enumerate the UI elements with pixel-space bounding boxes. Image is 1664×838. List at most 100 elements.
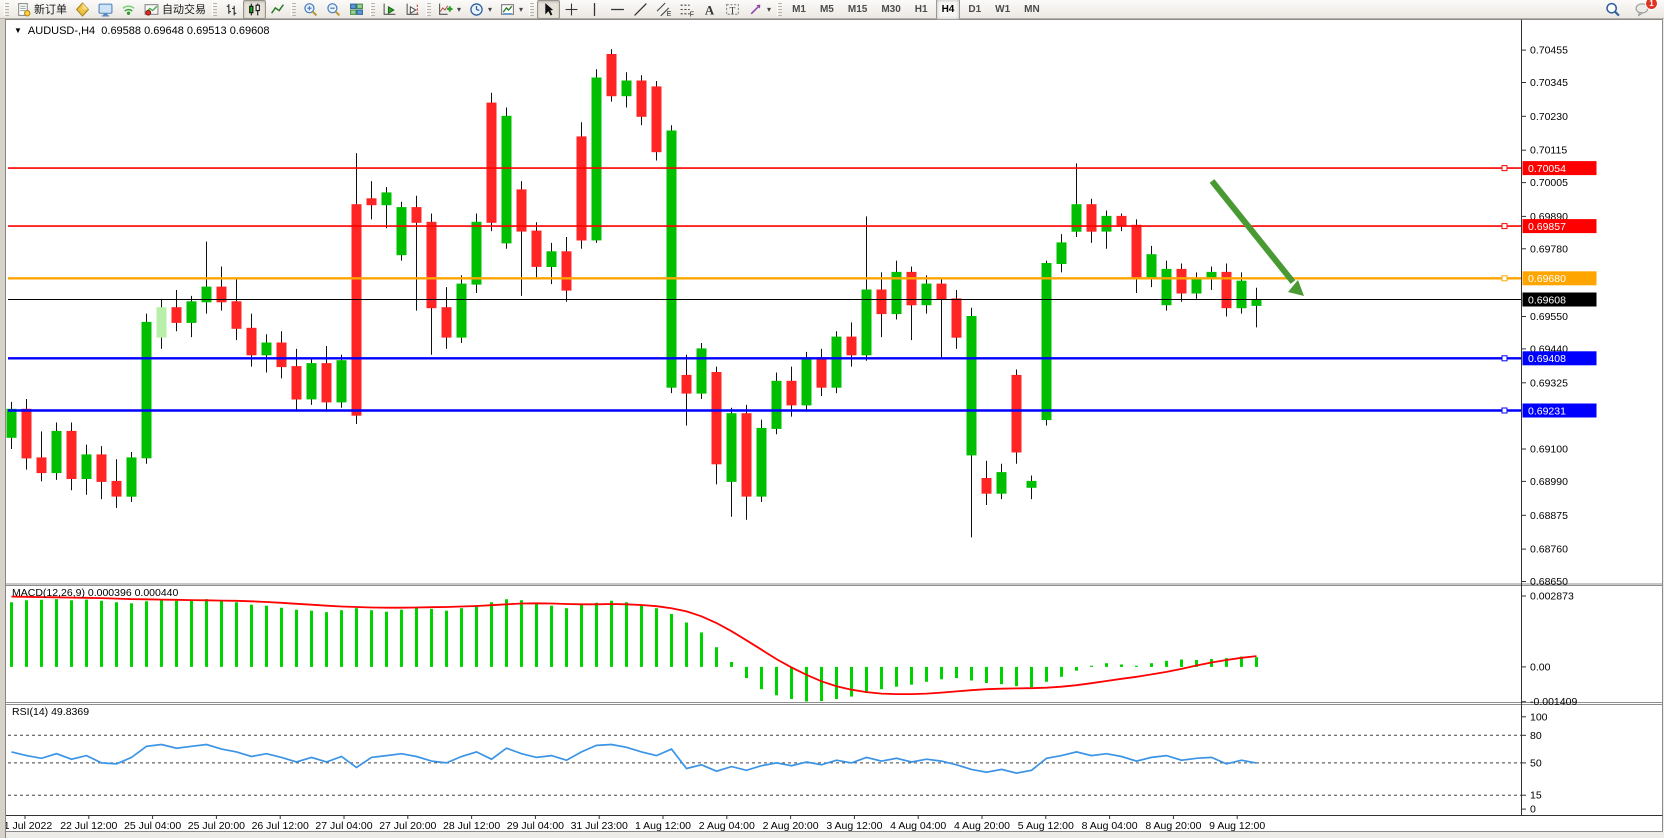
- signals-button[interactable]: [117, 0, 140, 19]
- chevron-down-icon: ▾: [457, 4, 462, 14]
- toolbar-grip: [777, 2, 783, 16]
- hline-icon: [610, 2, 625, 17]
- rsi-tick-label: 100: [1530, 711, 1548, 723]
- zoom-in-button[interactable]: [299, 0, 322, 19]
- tile-windows-button[interactable]: [345, 0, 368, 19]
- tf-m5[interactable]: M5: [814, 0, 840, 20]
- down-trend-arrow[interactable]: [1209, 179, 1304, 296]
- candlestick-button[interactable]: [243, 0, 266, 19]
- templates-button[interactable]: ▾: [496, 0, 527, 19]
- candle-body: [1026, 480, 1037, 488]
- time-tick-label: 4 Aug 04:00: [890, 820, 946, 832]
- zoom-in-icon: [303, 2, 318, 17]
- metaeditor-button[interactable]: [71, 0, 94, 19]
- tf-mn[interactable]: MN: [1018, 0, 1046, 20]
- candle-body: [591, 77, 602, 241]
- tf-m5-label: M5: [819, 3, 834, 15]
- zoom-out-button[interactable]: [322, 0, 345, 19]
- tf-w1[interactable]: W1: [989, 0, 1016, 20]
- line-anchor-handle[interactable]: [1501, 223, 1508, 230]
- time-axis[interactable]: 21 Jul 2022 22 Jul 12:00 25 Jul 04:00 25 Ju…: [0, 816, 1265, 832]
- new-order-button[interactable]: 新订单: [12, 0, 71, 19]
- hline-button[interactable]: [606, 0, 629, 19]
- terminal-icon: [98, 2, 113, 17]
- price-tag-label: 0.69680: [1528, 273, 1566, 285]
- rsi-axis: 100 80 50 15 0: [1521, 711, 1548, 816]
- price-tag-label: 0.70054: [1528, 163, 1566, 175]
- periods-icon: [469, 2, 484, 17]
- autotrading-button[interactable]: 自动交易: [140, 0, 210, 19]
- trendline-button[interactable]: [629, 0, 652, 19]
- cursor-button[interactable]: [537, 0, 561, 19]
- horizontal-line-objects[interactable]: [8, 165, 1521, 414]
- search-button[interactable]: [1601, 0, 1624, 19]
- channel-button[interactable]: E: [652, 0, 675, 19]
- tf-m1-label: M1: [792, 3, 806, 15]
- line-anchor-handle[interactable]: [1501, 165, 1508, 172]
- price-tag-0.69857: [1522, 219, 1597, 234]
- time-tick-label: 21 Jul 2022: [0, 820, 52, 832]
- price-tag-label: 0.69608: [1528, 294, 1566, 306]
- collapse-icon[interactable]: ▼: [14, 26, 22, 35]
- tf-m15[interactable]: M15: [842, 0, 873, 20]
- vline-button[interactable]: [583, 0, 606, 19]
- candle-body: [366, 198, 377, 206]
- toolbar-grip: [291, 2, 296, 16]
- candle-body: [186, 301, 197, 323]
- periods-button[interactable]: ▾: [465, 0, 496, 19]
- autotrading-button-label: 自动交易: [162, 4, 206, 16]
- candle-body: [291, 366, 302, 400]
- arrows-icon: [748, 2, 763, 17]
- auto-scroll-button[interactable]: [378, 0, 401, 19]
- chart-title: ▼ AUDUSD-,H4 0.69588 0.69648 0.69513 0.69…: [14, 25, 269, 37]
- candle-body: [81, 454, 92, 479]
- terminal-button[interactable]: [94, 0, 117, 19]
- bar-chart-button[interactable]: [220, 0, 243, 19]
- candle-body: [1191, 277, 1202, 294]
- candle-body: [1086, 204, 1097, 232]
- candle-body: [171, 307, 182, 323]
- arrows-button[interactable]: ▾: [744, 0, 775, 19]
- tf-m1[interactable]: M1: [786, 0, 812, 20]
- macd-tick-label: 0.002873: [1530, 591, 1574, 603]
- candle-body: [471, 221, 482, 285]
- price-tick-label: 0.70455: [1530, 45, 1568, 57]
- price-axis[interactable]: 0.70455 0.70345 0.70230 0.70115 0.70005 0.698…: [1521, 45, 1597, 588]
- price-tag-0.69680: [1522, 271, 1597, 286]
- candle-body: [756, 427, 767, 497]
- price-tag-0.69231: [1522, 403, 1597, 418]
- candle-body: [846, 336, 857, 356]
- svg-text:F: F: [690, 11, 694, 17]
- price-tag-0.69608: [1522, 292, 1597, 307]
- candle-body: [1236, 280, 1247, 309]
- tf-h1[interactable]: H1: [909, 0, 934, 20]
- tf-d1[interactable]: D1: [962, 0, 987, 20]
- new-order-button-label: 新订单: [34, 4, 67, 16]
- rsi-indicator-label: RSI(14) 49.8369: [12, 706, 90, 718]
- macd-tick-label: 0.00: [1530, 661, 1551, 673]
- vline-icon: [587, 2, 602, 17]
- label-button[interactable]: T: [721, 0, 744, 19]
- crosshair-button[interactable]: [560, 0, 583, 19]
- window-left-frame: [0, 19, 6, 838]
- panel-separators[interactable]: [5, 583, 1663, 705]
- candle-body: [1176, 268, 1187, 294]
- chart-shift-button[interactable]: [401, 0, 424, 19]
- candle-body: [1161, 268, 1172, 306]
- time-tick-label: 27 Jul 20:00: [379, 820, 436, 832]
- fibonacci-button[interactable]: F: [675, 0, 698, 19]
- cursor-icon: [541, 2, 556, 17]
- chat-button[interactable]: 1: [1631, 0, 1658, 19]
- time-tick-label: 8 Aug 20:00: [1145, 820, 1201, 832]
- tf-h4[interactable]: H4: [935, 0, 961, 20]
- price-tick-label: 0.70230: [1530, 111, 1568, 123]
- line-chart-button[interactable]: [266, 0, 289, 19]
- line-anchor-handle[interactable]: [1501, 275, 1508, 282]
- candle-body: [831, 336, 842, 388]
- line-anchor-handle[interactable]: [1501, 407, 1508, 414]
- tf-m30[interactable]: M30: [875, 0, 906, 20]
- indicators-button[interactable]: ▾: [434, 0, 465, 19]
- line-anchor-handle[interactable]: [1501, 355, 1508, 362]
- text-button[interactable]: A: [698, 0, 721, 19]
